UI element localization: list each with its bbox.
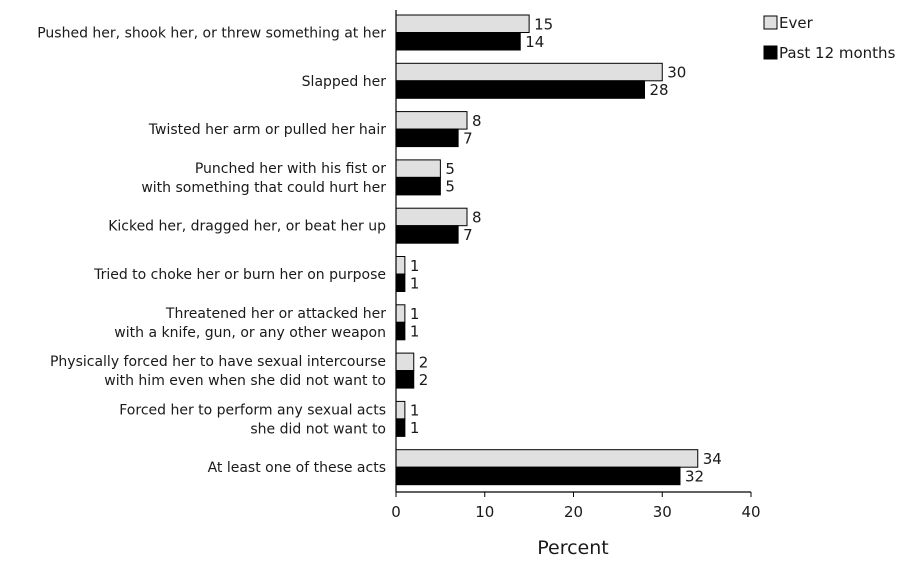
data-label: 30 [667,64,686,82]
category-label: Slapped her [302,74,387,90]
category-labels-group: Pushed her, shook her, or threw somethin… [37,26,386,477]
data-label: 5 [445,178,455,196]
data-label: 2 [419,371,429,389]
bar-past-12-months [395,176,441,196]
x-tick-label: 40 [741,503,760,521]
category-label: she did not want to [250,421,386,437]
data-label: 7 [463,129,473,147]
category-label: Kicked her, dragged her, or beat her up [108,219,386,235]
bar-past-12-months [395,32,521,51]
data-label: 32 [685,467,704,485]
category-label: with him even when she did not want to [104,373,386,389]
bar-ever [395,304,406,323]
legend-swatch-ever [763,15,778,30]
x-tick-label: 30 [653,503,672,521]
bar-past-12-months [395,273,406,292]
bar-ever [395,207,468,227]
legend-swatch-past-12-months [763,45,778,60]
legend: Ever Past 12 months [763,14,896,62]
data-label: 14 [525,33,544,51]
bar-ever [395,62,663,82]
bar-past-12-months [395,321,406,341]
bar-ever [395,352,415,372]
category-label: Pushed her, shook her, or threw somethin… [37,26,386,42]
category-label: Twisted her arm or pulled her hair [148,122,386,138]
data-label: 1 [410,274,420,292]
bar-past-12-months [395,80,645,99]
category-label: with a knife, gun, or any other weapon [114,325,386,341]
bar-ever [395,159,441,178]
data-label: 1 [410,323,420,341]
data-label: 7 [463,226,473,244]
data-label: 8 [472,112,482,130]
bar-past-12-months [395,225,459,244]
bar-ever [395,256,406,275]
category-label: with something that could hurt her [141,180,386,196]
legend-label-ever: Ever [779,14,814,32]
x-tick-label: 20 [564,503,583,521]
bar-past-12-months [395,466,681,486]
bar-past-12-months [395,128,459,148]
data-label: 1 [410,305,420,323]
bar-ever [395,14,530,33]
bar-past-12-months [395,418,406,437]
bar-ever [395,449,699,468]
x-tick-label: 0 [391,503,401,521]
x-ticks-group: 0 10 20 30 40 [391,492,761,521]
category-label: Tried to choke her or burn her on purpos… [93,267,386,283]
category-label: At least one of these acts [208,460,386,476]
data-label: 1 [410,402,420,420]
legend-label-past-12-months: Past 12 months [779,44,896,62]
data-label: 28 [650,81,669,99]
category-label: Forced her to perform any sexual acts [119,402,386,418]
bar-ever [395,111,468,130]
data-label: 1 [410,419,420,437]
bar-past-12-months [395,370,415,389]
x-axis-title: Percent [537,537,609,559]
category-label: Threatened her or attacked her [165,306,386,322]
data-label: 15 [534,15,553,33]
category-label: Punched her with his fist or [195,161,386,177]
data-label: 1 [410,257,420,275]
bar-ever [395,400,406,420]
data-label: 34 [703,450,722,468]
x-tick-label: 10 [475,503,494,521]
data-label: 2 [419,353,429,371]
data-label: 5 [445,160,455,178]
category-label: Physically forced her to have sexual int… [50,354,386,370]
data-label: 8 [472,208,482,226]
